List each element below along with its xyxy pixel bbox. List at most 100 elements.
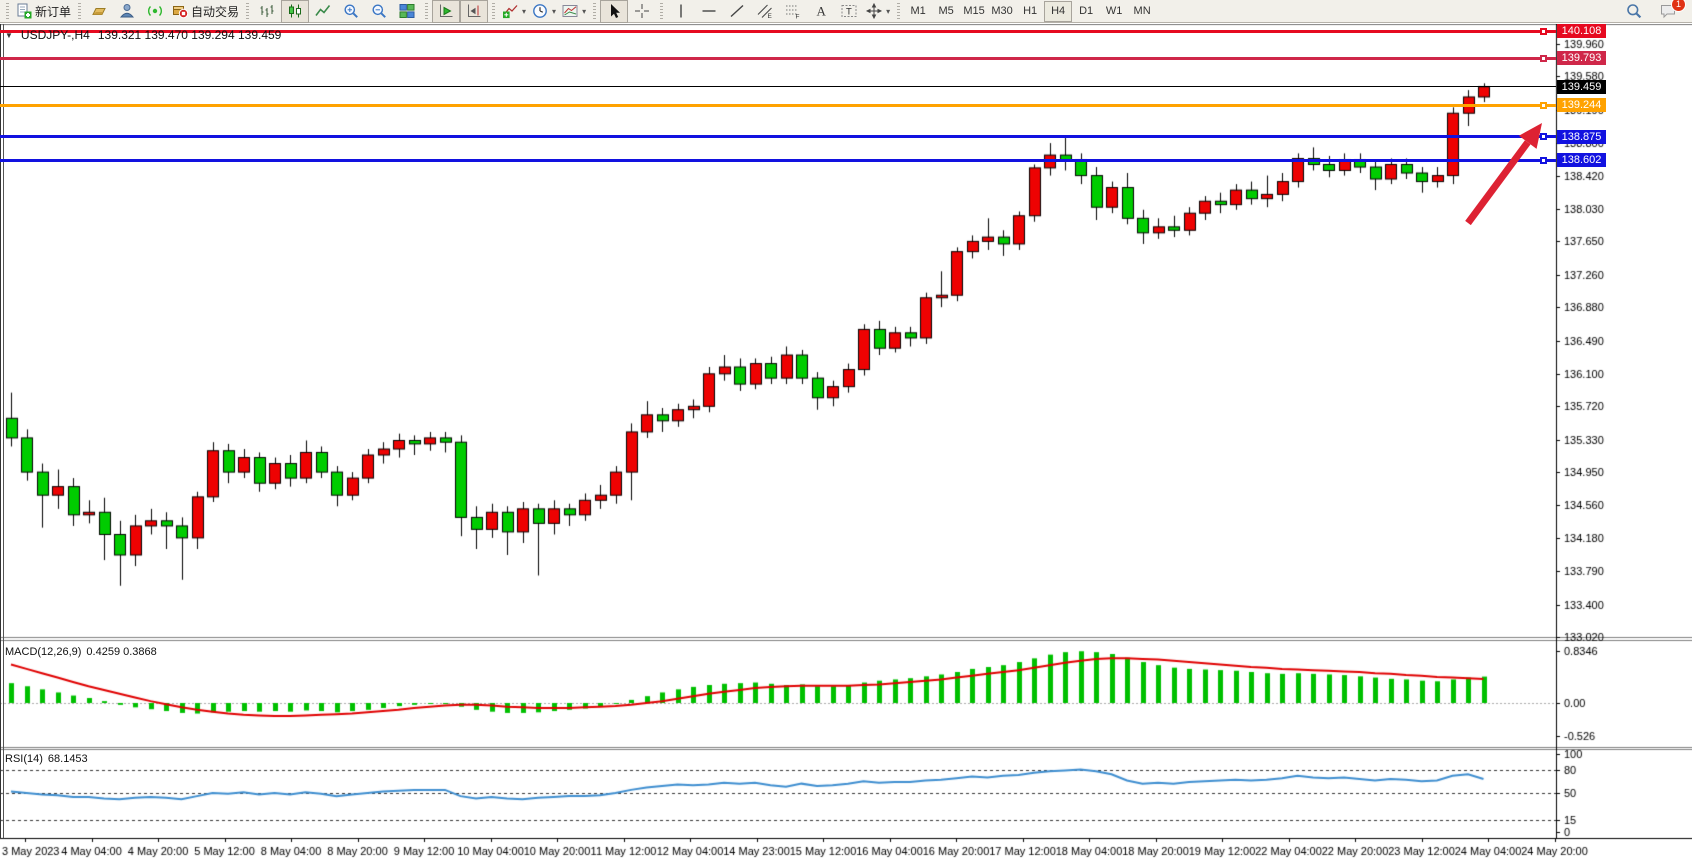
fibonacci-button[interactable]: F <box>779 0 807 23</box>
toolbar-separator <box>246 3 250 19</box>
indicators-icon <box>502 3 518 19</box>
new-order-button[interactable]: 新订单 <box>13 0 74 23</box>
tile-windows-icon <box>399 3 415 19</box>
rsi-current-value: 68.1453 <box>47 753 88 765</box>
line-anchor-marker[interactable] <box>1540 133 1547 141</box>
periods-button[interactable]: ▾ <box>529 0 559 23</box>
gold-bar-button[interactable] <box>85 0 113 23</box>
timeframe-m30-button[interactable]: M30 <box>991 5 1013 17</box>
horizontal-line-139.459[interactable] <box>0 86 1556 88</box>
chart-window: ▼ USDJPY-,H4 139.321 139.470 139.294 139… <box>0 24 1692 861</box>
toolbar-separator <box>425 3 429 19</box>
timeframe-h4-button[interactable]: H4 <box>1044 0 1073 22</box>
candlestick-icon <box>287 3 303 19</box>
auto-scroll-button[interactable] <box>432 0 461 23</box>
price-badge-138.602: 138.602 <box>1557 153 1606 168</box>
timeframe-m15-button[interactable]: M15 <box>963 5 985 17</box>
hline-icon <box>701 3 717 19</box>
chart-shift-button[interactable] <box>460 0 489 23</box>
timeframe-d1-button[interactable]: D1 <box>1079 5 1094 17</box>
toolbar-separator <box>492 3 496 19</box>
crosshair-button[interactable] <box>628 0 656 23</box>
line-chart-button[interactable] <box>309 0 337 23</box>
dropdown-arrow-icon: ▾ <box>582 6 587 16</box>
tile-windows-button[interactable] <box>393 0 421 23</box>
svg-text:A: A <box>817 4 827 19</box>
trendline-icon <box>729 3 745 19</box>
new-order-button-label: 新订单 <box>35 4 72 19</box>
horizontal-line-138.602[interactable] <box>0 158 1556 162</box>
trend-arrow-annotation[interactable] <box>0 24 1692 861</box>
shapes-button[interactable]: ▾ <box>863 0 893 23</box>
autotrading-button-label: 自动交易 <box>191 4 240 19</box>
search-icon <box>1626 3 1642 19</box>
line-anchor-marker[interactable] <box>1540 27 1547 35</box>
line-chart-icon <box>315 3 331 19</box>
macd-name: MACD(12,26,9) <box>5 646 82 658</box>
bar-chart-icon <box>259 3 275 19</box>
timeframe-mn-button[interactable]: MN <box>1133 5 1151 17</box>
svg-text:T: T <box>846 7 852 18</box>
price-badge-139.793: 139.793 <box>1557 51 1606 66</box>
chat-button[interactable]: 1 <box>1654 0 1686 23</box>
periods-icon <box>532 3 548 19</box>
horizontal-line-140.108[interactable] <box>0 29 1556 33</box>
dropdown-arrow-icon: ▾ <box>886 6 891 16</box>
hline-button[interactable] <box>695 0 723 23</box>
zoom-in-button[interactable] <box>337 0 365 23</box>
macd-current-values: 0.4259 0.3868 <box>86 646 157 658</box>
vline-button[interactable] <box>667 0 695 23</box>
channel-icon: E <box>757 3 773 19</box>
indicators-button[interactable]: ▾ <box>499 0 529 23</box>
price-badge-140.108: 140.108 <box>1557 24 1606 39</box>
line-anchor-marker[interactable] <box>1540 156 1547 164</box>
svg-text:F: F <box>796 14 800 20</box>
trendline-button[interactable] <box>723 0 751 23</box>
autotrading-button[interactable]: 自动交易 <box>169 0 242 23</box>
cloud-user-button[interactable] <box>113 0 141 23</box>
rsi-name: RSI(14) <box>5 753 43 765</box>
chart-canvas[interactable] <box>0 24 1692 861</box>
line-anchor-marker[interactable] <box>1540 54 1547 62</box>
rsi-indicator-label: RSI(14) 68.1453 <box>5 753 88 765</box>
price-badge-139.244: 139.244 <box>1557 98 1606 113</box>
timeframe-h1-button[interactable]: H1 <box>1023 5 1038 17</box>
zoom-out-icon <box>371 3 387 19</box>
cloud-user-icon <box>119 3 135 19</box>
ohlc-values: 139.321 139.470 139.294 139.459 <box>97 28 282 42</box>
symbol-label: USDJPY-,H4 <box>20 28 90 42</box>
zoom-out-button[interactable] <box>365 0 393 23</box>
horizontal-line-138.875[interactable] <box>0 135 1556 139</box>
price-badge-139.459: 139.459 <box>1557 79 1606 94</box>
auto-scroll-icon <box>438 3 454 19</box>
templates-button[interactable]: ▾ <box>559 0 589 23</box>
search-button[interactable] <box>1620 0 1648 23</box>
toolbar-separator <box>6 3 9 19</box>
cursor-button[interactable] <box>600 0 629 23</box>
fibonacci-icon: F <box>785 3 801 19</box>
signal-icon <box>147 3 163 19</box>
toolbar-separator <box>593 3 597 19</box>
chevron-down-icon[interactable]: ▼ <box>5 30 13 40</box>
svg-text:E: E <box>768 13 773 19</box>
chart-title: ▼ USDJPY-,H4 139.321 139.470 139.294 139… <box>5 28 281 42</box>
toolbar-separator <box>897 3 901 19</box>
text-label-button[interactable]: T <box>835 0 863 23</box>
price-badge-138.875: 138.875 <box>1557 129 1606 144</box>
dropdown-arrow-icon: ▾ <box>552 6 557 16</box>
bar-chart-button[interactable] <box>253 0 281 23</box>
horizontal-line-139.244[interactable] <box>0 103 1556 107</box>
notification-badge: 1 <box>1671 0 1686 12</box>
candlestick-button[interactable] <box>281 0 310 23</box>
signal-button[interactable] <box>141 0 169 23</box>
timeframe-m5-button[interactable]: M5 <box>938 5 954 17</box>
line-anchor-marker[interactable] <box>1540 101 1547 109</box>
horizontal-line-139.793[interactable] <box>0 56 1556 60</box>
text-button[interactable]: A <box>807 0 835 23</box>
autotrading-icon <box>172 3 189 19</box>
channel-button[interactable]: E <box>751 0 779 23</box>
templates-icon <box>562 3 578 19</box>
timeframe-w1-button[interactable]: W1 <box>1105 5 1123 17</box>
timeframe-m1-button[interactable]: M1 <box>910 5 926 17</box>
